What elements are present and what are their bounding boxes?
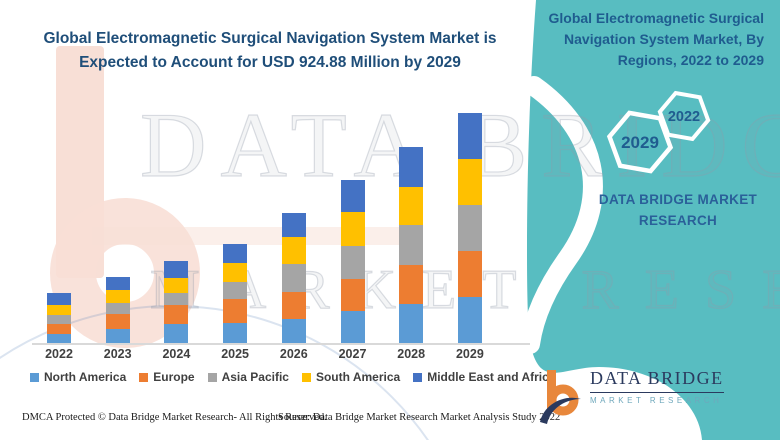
x-axis-label-2029: 2029 xyxy=(455,347,484,361)
bar-segment-2027 xyxy=(340,278,365,312)
chart-headline-line2: Expected to Account for USD 924.88 Milli… xyxy=(79,54,461,72)
bar-segment-2022 xyxy=(47,333,71,343)
logo-tagline: MARKET RESEARCH xyxy=(590,396,723,405)
x-axis-label-2028: 2028 xyxy=(397,347,426,361)
legend-swatch xyxy=(413,372,423,382)
bar-segment-2029 xyxy=(457,113,482,159)
bar-segment-2023 xyxy=(105,314,130,330)
legend-swatch xyxy=(139,372,149,382)
x-axis-label-2025: 2025 xyxy=(221,347,249,361)
bar-segment-2026 xyxy=(281,318,306,343)
hexagon-2029 xyxy=(606,110,674,174)
bar-2027 xyxy=(340,179,365,343)
x-axis-label-2024: 2024 xyxy=(162,347,191,361)
bar-segment-2025 xyxy=(223,298,248,324)
teal-panel-shape xyxy=(527,0,780,440)
legend-item: Asia Pacific xyxy=(207,370,289,384)
bar-segment-2026 xyxy=(281,212,306,238)
panel-title: Global Electromagnetic Surgical Navigati… xyxy=(548,10,764,68)
legend-label: Asia Pacific xyxy=(221,370,289,384)
bar-2028 xyxy=(399,147,424,343)
bar-segment-2023 xyxy=(105,277,130,291)
bar-segment-2024 xyxy=(164,323,189,343)
bar-segment-2025 xyxy=(223,282,248,299)
badge-2022-label: 2022 xyxy=(668,109,700,125)
footer-source-text: Source: Data Bridge Market Research Mark… xyxy=(278,412,561,423)
chart-headline: Global Electromagnetic Surgical Navigati… xyxy=(30,27,510,75)
bar-segment-2022 xyxy=(47,304,71,315)
watermark-b-band xyxy=(92,227,422,245)
bar-segment-2024 xyxy=(164,261,189,279)
bar-segment-2027 xyxy=(340,212,365,246)
bar-segment-2027 xyxy=(340,179,365,213)
bar-segment-2028 xyxy=(399,187,424,226)
legend-item: South America xyxy=(301,370,401,384)
bar-segment-2026 xyxy=(281,292,306,319)
chart-legend: North America Europe Asia Pacific South Ame… xyxy=(30,370,555,384)
year-hexagon-badges: 2029 2022 xyxy=(606,90,711,174)
legend-label: Europe xyxy=(153,370,195,384)
bar-2025 xyxy=(223,243,248,343)
bar-segment-2023 xyxy=(105,290,130,303)
bar-segment-2029 xyxy=(457,251,482,297)
bar-segment-2025 xyxy=(223,262,248,283)
x-axis-label-2027: 2027 xyxy=(338,347,367,361)
stacked-bar-chart: 2022 2023 2024 2025 2026 2027 2028 2029 xyxy=(28,100,533,380)
footer-dmca-text: DMCA Protected © Data Bridge Market Rese… xyxy=(22,412,327,423)
legend-item: Middle East and Africa xyxy=(413,370,555,384)
legend-label: South America xyxy=(315,370,401,384)
legend-item: North America xyxy=(30,370,126,384)
legend-label: Middle East and Africa xyxy=(427,370,556,384)
x-axis-label-2022: 2022 xyxy=(45,347,73,361)
bar-segment-2024 xyxy=(164,278,189,294)
bar-segment-2026 xyxy=(281,237,306,265)
bar-2024 xyxy=(164,261,189,343)
bar-segment-2022 xyxy=(47,314,71,324)
bar-segment-2028 xyxy=(399,303,424,343)
bar-segment-2023 xyxy=(105,329,130,343)
bar-segment-2025 xyxy=(223,323,248,343)
bar-segment-2025 xyxy=(223,243,248,263)
bar-segment-2027 xyxy=(340,245,365,279)
chart-headline-line1: Global Electromagnetic Surgical Navigati… xyxy=(43,30,497,47)
bar-2023 xyxy=(105,277,130,343)
bar-segment-2023 xyxy=(105,302,130,315)
badge-2029-label: 2029 xyxy=(621,133,659,152)
bar-segment-2029 xyxy=(457,158,482,205)
bar-segment-2029 xyxy=(457,205,482,251)
white-diagonal-swoosh xyxy=(520,76,603,354)
bar-segment-2028 xyxy=(399,225,424,266)
bar-2026 xyxy=(281,212,306,343)
bar-segment-2022 xyxy=(47,293,71,305)
legend-label: North America xyxy=(44,370,127,384)
data-bridge-logo-icon xyxy=(540,370,581,424)
bar-segment-2027 xyxy=(340,311,365,343)
logo-text: DATA BRIDGE MARKET RESEARCH xyxy=(590,368,724,405)
data-bridge-logo: DATA BRIDGE MARKET RESEARCH xyxy=(538,368,724,424)
hexagon-2022 xyxy=(657,90,711,142)
bar-segment-2028 xyxy=(399,265,424,304)
bar-segment-2024 xyxy=(164,305,189,324)
x-axis-label-2023: 2023 xyxy=(103,347,132,361)
legend-item: Europe xyxy=(139,370,195,384)
bar-segment-2028 xyxy=(399,147,424,188)
brand-text-block: DATA BRIDGE MARKET RESEARCH xyxy=(598,192,758,228)
bar-segment-2024 xyxy=(164,293,189,306)
bar-segment-2022 xyxy=(47,323,71,334)
bar-2022 xyxy=(47,293,71,343)
legend-swatch xyxy=(207,372,217,382)
logo-name: DATA BRIDGE xyxy=(590,368,724,393)
legend-swatch xyxy=(301,372,311,382)
legend-swatch xyxy=(30,372,39,382)
bar-segment-2026 xyxy=(281,264,306,293)
bar-segment-2029 xyxy=(457,297,482,343)
x-axis-label-2026: 2026 xyxy=(279,347,308,361)
x-axis-line xyxy=(32,343,530,345)
bar-2029 xyxy=(457,113,482,343)
